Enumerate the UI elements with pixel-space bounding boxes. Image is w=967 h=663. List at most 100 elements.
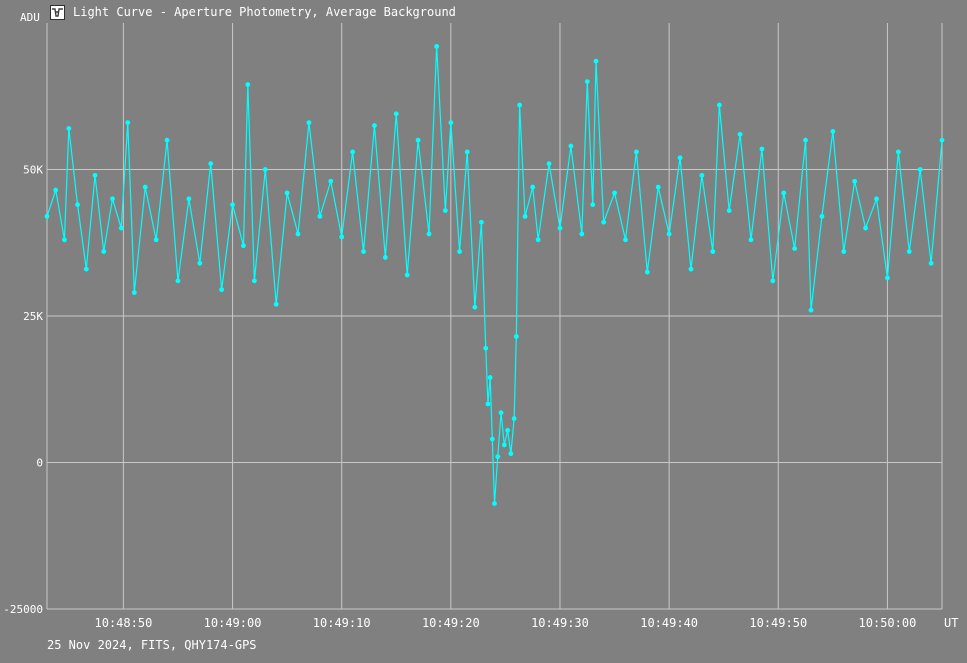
- data-point: [485, 401, 491, 407]
- data-point: [590, 202, 596, 208]
- data-point: [142, 184, 148, 190]
- data-point: [101, 249, 107, 254]
- data-point: [906, 249, 912, 254]
- data-point: [513, 334, 519, 339]
- data-point: [716, 102, 722, 108]
- title-bar: Light Curve - Aperture Photometry, Avera…: [50, 3, 456, 21]
- data-point: [623, 237, 628, 243]
- data-point: [495, 454, 501, 460]
- data-point: [792, 246, 798, 252]
- data-point: [306, 120, 312, 126]
- data-point: [262, 167, 268, 172]
- data-point: [612, 190, 617, 196]
- data-point: [125, 120, 131, 126]
- data-point: [819, 213, 825, 219]
- data-point: [448, 120, 454, 126]
- data-point: [434, 44, 440, 49]
- data-point: [737, 131, 743, 137]
- data-point: [208, 161, 214, 167]
- data-point: [118, 225, 124, 231]
- data-point: [131, 290, 137, 295]
- data-point: [511, 416, 517, 421]
- data-point: [75, 202, 80, 208]
- data-point: [382, 255, 388, 260]
- data-point: [917, 167, 923, 172]
- chart-series: [44, 44, 945, 506]
- data-point: [699, 172, 705, 178]
- data-point: [230, 202, 235, 208]
- x-axis-label: UT: [944, 616, 958, 630]
- chart-title: Light Curve - Aperture Photometry, Avera…: [73, 5, 456, 19]
- data-point: [175, 278, 181, 284]
- data-point: [361, 249, 366, 254]
- data-point: [284, 190, 290, 196]
- y-tick-label: 50K: [23, 164, 43, 177]
- chart-labels: 50K 25K 0 -25000 10:48:50 10:49:00 10:49:10 10:…: [3, 11, 958, 630]
- x-tick-label: 10:49:20: [422, 616, 480, 630]
- y-tick-label: 25K: [23, 310, 43, 323]
- x-tick-label: 10:49:40: [640, 616, 698, 630]
- data-point: [317, 213, 323, 219]
- data-point: [522, 213, 528, 219]
- data-point: [295, 231, 301, 237]
- data-point: [644, 269, 650, 275]
- series-line: [46, 45, 943, 505]
- observation-info: 25 Nov 2024, FITS, QHY174-GPS: [47, 638, 257, 652]
- data-point: [153, 237, 159, 243]
- data-point: [219, 287, 225, 293]
- data-point: [498, 410, 504, 416]
- data-point: [442, 208, 448, 213]
- data-point: [479, 219, 484, 225]
- y-tick-label: 0: [36, 457, 43, 470]
- data-point: [53, 187, 59, 193]
- data-point: [483, 345, 489, 351]
- data-point: [44, 213, 50, 219]
- data-point: [655, 184, 661, 190]
- data-point: [83, 266, 89, 272]
- data-point: [885, 275, 890, 281]
- data-point: [415, 137, 421, 143]
- light-curve-app-icon: [50, 4, 65, 20]
- data-point: [726, 208, 732, 213]
- data-point: [66, 126, 72, 131]
- data-point: [852, 178, 858, 184]
- data-point: [535, 237, 541, 243]
- data-point: [874, 196, 879, 202]
- data-point: [677, 155, 683, 161]
- data-point: [808, 307, 814, 313]
- data-point: [593, 58, 599, 64]
- data-point: [928, 260, 934, 266]
- data-point: [601, 219, 607, 225]
- data-point: [863, 225, 868, 231]
- data-point: [241, 243, 246, 249]
- data-point: [62, 237, 67, 243]
- y-axis-label: ADU: [20, 11, 40, 24]
- data-point: [110, 196, 115, 202]
- data-point: [393, 111, 399, 117]
- data-point: [781, 190, 787, 196]
- data-point: [339, 234, 345, 240]
- data-point: [830, 129, 836, 134]
- data-point: [472, 304, 478, 310]
- data-point: [487, 375, 493, 380]
- x-tick-label: 10:49:00: [204, 616, 262, 630]
- data-point: [666, 231, 672, 237]
- data-point: [489, 436, 495, 442]
- x-tick-label: 10:48:50: [95, 616, 153, 630]
- data-point: [633, 149, 639, 155]
- data-point: [92, 172, 98, 178]
- data-point: [328, 178, 334, 184]
- data-point: [197, 260, 203, 266]
- data-point: [939, 137, 945, 143]
- data-point: [186, 196, 192, 202]
- data-point: [841, 249, 847, 254]
- y-tick-label: -25000: [3, 603, 43, 616]
- x-tick-label: 10:49:10: [313, 616, 371, 630]
- data-point: [457, 249, 462, 254]
- x-tick-label: 10:49:50: [749, 616, 807, 630]
- data-point: [492, 501, 497, 506]
- data-point: [464, 149, 470, 155]
- data-point: [404, 272, 410, 278]
- data-point: [895, 149, 901, 155]
